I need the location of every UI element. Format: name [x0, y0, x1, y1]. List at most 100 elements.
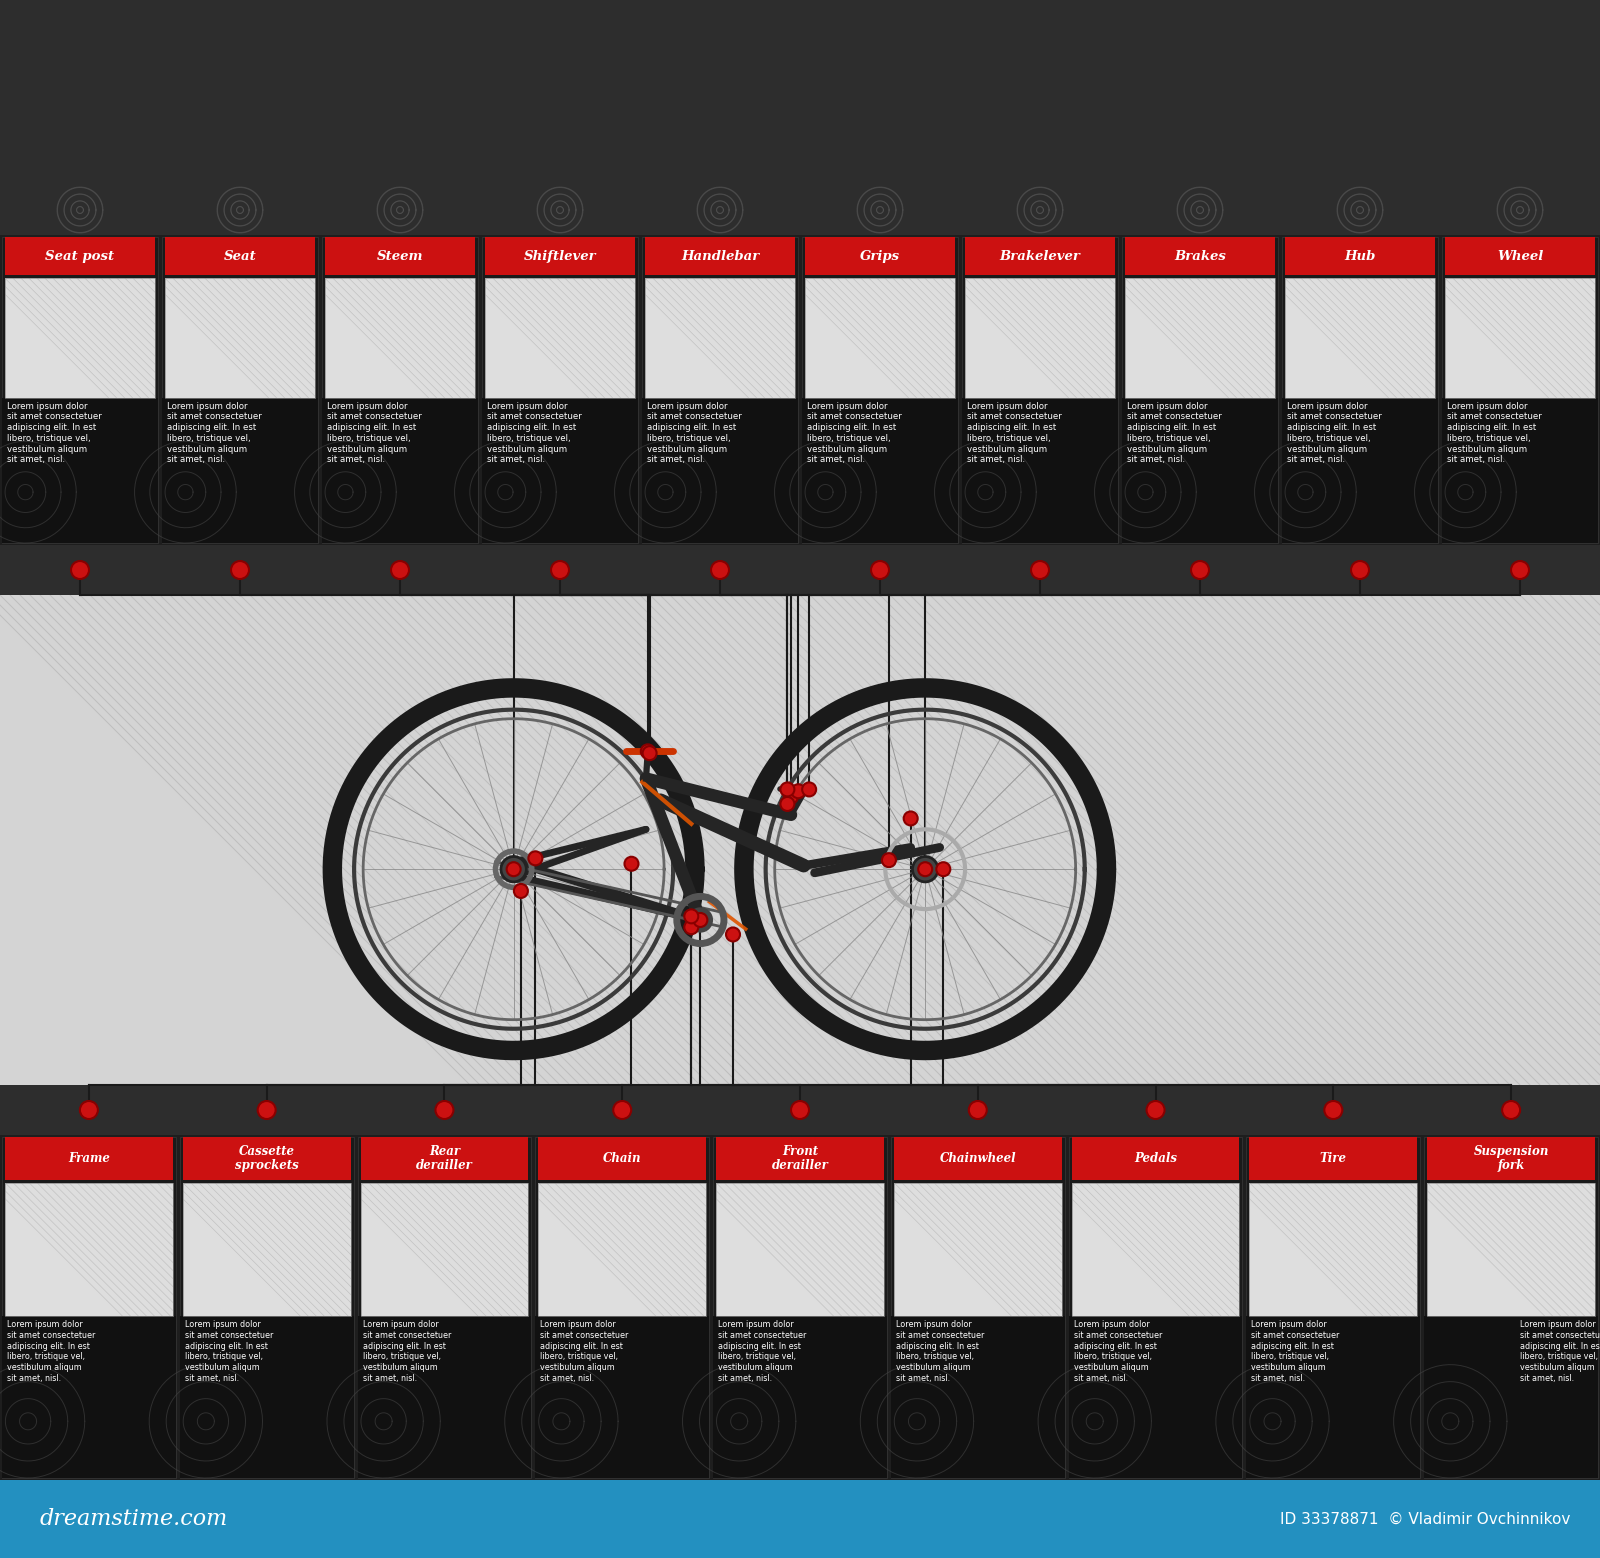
- Bar: [325, 237, 475, 276]
- Bar: [0, 235, 1600, 545]
- Circle shape: [685, 921, 698, 935]
- Text: Brakelever: Brakelever: [1000, 249, 1080, 263]
- Bar: [1069, 1137, 1243, 1479]
- Bar: [1250, 1183, 1418, 1317]
- Bar: [1282, 397, 1438, 544]
- Text: Shiftlever: Shiftlever: [523, 249, 597, 263]
- Bar: [485, 279, 635, 397]
- Circle shape: [968, 1102, 987, 1119]
- Circle shape: [1325, 1102, 1342, 1119]
- Circle shape: [514, 883, 528, 897]
- Bar: [0, 595, 1600, 1084]
- Bar: [1427, 1183, 1595, 1317]
- Bar: [645, 237, 795, 276]
- Text: Lorem ipsum dolor
sit amet consectetuer
adipiscing elit. In est
libero, tristiqu: Lorem ipsum dolor sit amet consectetuer …: [896, 1320, 984, 1384]
- Circle shape: [918, 862, 933, 877]
- Text: Lorem ipsum dolor
sit amet consectetuer
adipiscing elit. In est
libero, tristiqu: Lorem ipsum dolor sit amet consectetuer …: [646, 402, 742, 464]
- Text: Lorem ipsum dolor
sit amet consectetuer
adipiscing elit. In est
libero, tristiqu: Lorem ipsum dolor sit amet consectetuer …: [363, 1320, 451, 1384]
- Text: Lorem ipsum dolor
sit amet consectetuer
adipiscing elit. In est
libero, tristiqu: Lorem ipsum dolor sit amet consectetuer …: [326, 402, 422, 464]
- Bar: [1285, 279, 1435, 397]
- Circle shape: [506, 862, 522, 877]
- Text: Steem: Steem: [376, 249, 424, 263]
- Bar: [357, 1317, 531, 1479]
- Circle shape: [435, 1102, 453, 1119]
- Bar: [965, 237, 1115, 276]
- Bar: [1445, 237, 1595, 276]
- Bar: [162, 397, 318, 544]
- Bar: [482, 237, 638, 544]
- Bar: [962, 237, 1118, 544]
- Circle shape: [1147, 1102, 1165, 1119]
- Text: Seat post: Seat post: [45, 249, 115, 263]
- Bar: [1445, 279, 1595, 397]
- Text: Rear
derailler: Rear derailler: [416, 1145, 474, 1172]
- Bar: [802, 237, 958, 544]
- Circle shape: [528, 851, 542, 865]
- Bar: [5, 237, 155, 276]
- Bar: [714, 1317, 886, 1479]
- Bar: [1285, 279, 1435, 397]
- Circle shape: [710, 561, 730, 580]
- Bar: [1072, 1137, 1240, 1179]
- Bar: [165, 279, 315, 397]
- Bar: [1285, 237, 1435, 276]
- Circle shape: [685, 910, 698, 924]
- Circle shape: [1350, 561, 1370, 580]
- Bar: [5, 1137, 173, 1179]
- Circle shape: [882, 854, 896, 868]
- Bar: [538, 1183, 706, 1317]
- Bar: [1424, 1317, 1598, 1479]
- Text: Lorem ipsum dolor
sit amet consectetuer
adipiscing elit. In est
libero, tristiqu: Lorem ipsum dolor sit amet consectetuer …: [718, 1320, 806, 1384]
- Text: Seat: Seat: [224, 249, 256, 263]
- Text: Frame: Frame: [67, 1151, 110, 1165]
- Bar: [182, 1183, 350, 1317]
- Circle shape: [80, 1102, 98, 1119]
- Circle shape: [1030, 561, 1050, 580]
- Bar: [805, 279, 955, 397]
- Circle shape: [904, 812, 918, 826]
- Bar: [1250, 1137, 1418, 1179]
- Bar: [965, 279, 1115, 397]
- Bar: [165, 279, 315, 397]
- Bar: [485, 279, 635, 397]
- Bar: [1072, 1183, 1240, 1317]
- Bar: [2, 397, 158, 544]
- Circle shape: [507, 862, 520, 876]
- Text: Lorem ipsum dolor
sit amet consectetuer
adipiscing elit. In est
libero, tristiqu: Lorem ipsum dolor sit amet consectetuer …: [1446, 402, 1542, 464]
- Bar: [482, 397, 638, 544]
- Bar: [5, 279, 155, 397]
- Circle shape: [870, 561, 890, 580]
- Bar: [894, 1183, 1062, 1317]
- Circle shape: [693, 913, 707, 927]
- Circle shape: [1502, 1102, 1520, 1119]
- Circle shape: [640, 745, 654, 759]
- Circle shape: [1510, 561, 1530, 580]
- Circle shape: [624, 857, 638, 871]
- Bar: [891, 1317, 1064, 1479]
- Text: Lorem ipsum dolor
sit amet consectetuer
adipiscing elit. In est
libero, tristiqu: Lorem ipsum dolor sit amet consectetuer …: [184, 1320, 274, 1384]
- Text: Front
derailler: Front derailler: [771, 1145, 829, 1172]
- Bar: [1125, 279, 1275, 397]
- Bar: [1072, 1183, 1240, 1317]
- Circle shape: [501, 857, 526, 882]
- Bar: [5, 279, 155, 397]
- Text: Pedals: Pedals: [1134, 1151, 1178, 1165]
- Bar: [1427, 1137, 1595, 1179]
- Text: Lorem ipsum dolor
sit amet consectetuer
adipiscing elit. In est
libero, tristiqu: Lorem ipsum dolor sit amet consectetuer …: [1286, 402, 1382, 464]
- Circle shape: [258, 1102, 275, 1119]
- Bar: [1427, 1183, 1595, 1317]
- Bar: [962, 397, 1118, 544]
- Text: Lorem ipsum dolor
sit amet consectetuer
adipiscing elit. In est
libero, tristiqu: Lorem ipsum dolor sit amet consectetuer …: [966, 402, 1062, 464]
- Circle shape: [550, 561, 570, 580]
- Text: dreamstime.com: dreamstime.com: [40, 1508, 229, 1530]
- Bar: [1246, 1137, 1421, 1479]
- Text: Lorem ipsum dolor
sit amet consectetuer
adipiscing elit. In est
libero, tristiqu: Lorem ipsum dolor sit amet consectetuer …: [1074, 1320, 1162, 1384]
- Bar: [1445, 279, 1595, 397]
- Circle shape: [781, 782, 794, 796]
- Bar: [322, 397, 478, 544]
- Text: Handlebar: Handlebar: [682, 249, 758, 263]
- Circle shape: [1190, 561, 1210, 580]
- Text: Lorem ipsum dolor
sit amet consectetuer
adipiscing elit. In est
libero, tristiqu: Lorem ipsum dolor sit amet consectetuer …: [166, 402, 262, 464]
- Circle shape: [726, 927, 741, 941]
- Bar: [179, 1137, 354, 1479]
